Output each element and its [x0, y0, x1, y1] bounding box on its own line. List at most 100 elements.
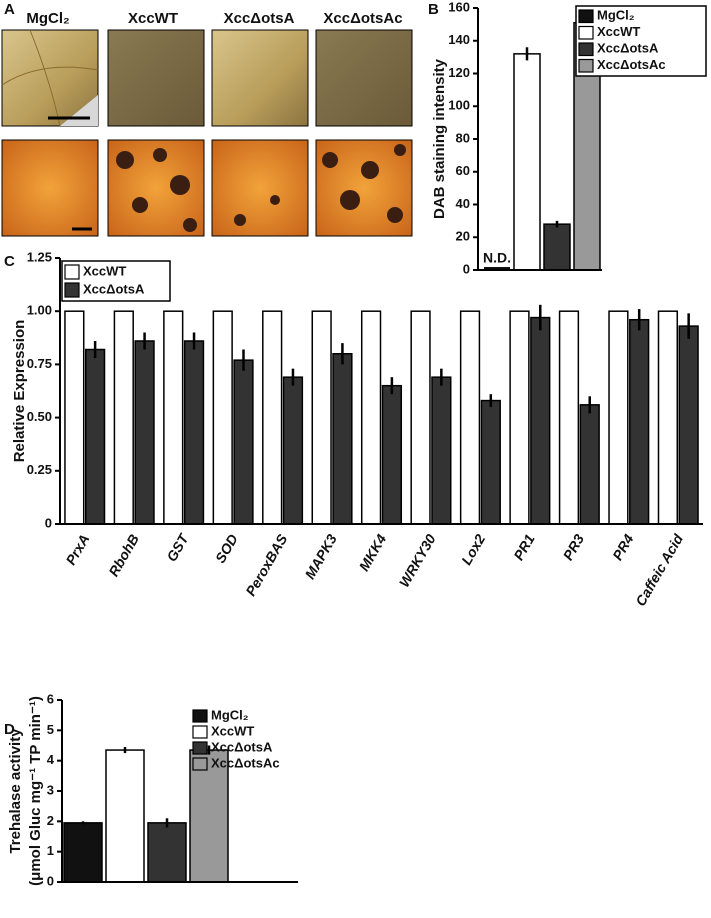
- bar: [431, 376, 452, 525]
- panel-letter: C: [4, 253, 15, 270]
- y-tick-label: 80: [456, 130, 470, 145]
- legend-swatch: [192, 709, 208, 723]
- legend-swatch: [192, 741, 208, 755]
- bar: [629, 318, 650, 525]
- y-axis-label: Relative Expression: [11, 320, 28, 463]
- bar: [360, 310, 382, 525]
- panel-letter: D: [4, 721, 15, 738]
- panel-letter: A: [4, 1, 15, 18]
- y-tick-label: 4: [47, 752, 55, 767]
- column-label: XccΔotsAc: [323, 10, 402, 27]
- y-tick-label: 0.50: [27, 409, 52, 424]
- y-tick-label: 6: [47, 691, 54, 706]
- legend-swatch: [64, 264, 80, 280]
- value-label: N.D.: [483, 250, 511, 266]
- y-tick-label: 1: [47, 843, 54, 858]
- y-tick-label: 0: [47, 873, 54, 888]
- bar: [459, 310, 481, 525]
- bar: [678, 325, 699, 525]
- bar: [163, 310, 184, 525]
- bar: [63, 822, 103, 883]
- bar: [233, 359, 254, 525]
- column-label: XccWT: [128, 10, 178, 27]
- x-tick-label: RbohB: [105, 531, 142, 579]
- bar: [657, 310, 679, 525]
- legend-swatch: [192, 757, 208, 771]
- bar: [105, 749, 145, 883]
- y-tick-label: 140: [448, 32, 470, 47]
- x-tick-label: PR1: [510, 531, 538, 563]
- x-tick-label: GST: [163, 530, 192, 564]
- column-label: MgCl₂: [26, 10, 69, 27]
- bar: [513, 53, 541, 271]
- y-tick-label: 0: [463, 261, 470, 276]
- legend-label: XccΔotsA: [211, 739, 273, 754]
- y-axis-label: Trehalase activity: [7, 728, 24, 854]
- x-tick-label: PrxA: [62, 531, 92, 567]
- y-tick-label: 120: [448, 65, 470, 80]
- x-tick-label: PeroxBAS: [242, 531, 290, 599]
- bar: [579, 404, 600, 525]
- x-tick-label: MAPK3: [301, 531, 339, 582]
- x-tick-label: Caffeic Acid: [632, 531, 686, 609]
- bar: [183, 340, 205, 525]
- y-tick-label: 1.00: [27, 303, 52, 318]
- bar: [530, 316, 551, 525]
- legend-label: XccΔotsA: [83, 281, 145, 296]
- y-tick-label: 5: [47, 722, 54, 737]
- bar: [282, 376, 304, 525]
- y-tick-label: 0: [45, 515, 52, 530]
- y-tick-label: 100: [448, 98, 470, 113]
- bar: [332, 353, 353, 525]
- legend-label: XccWT: [597, 24, 640, 39]
- y-axis-label: DAB staining intensity: [431, 58, 448, 219]
- legend-label: MgCl₂: [597, 8, 635, 23]
- photo-detail: [1, 29, 406, 232]
- bar: [558, 310, 580, 525]
- y-tick-label: 40: [456, 196, 470, 211]
- x-tick-label: WRKY30: [396, 531, 439, 590]
- bar: [134, 340, 155, 525]
- bar: [381, 384, 403, 525]
- bar: [311, 310, 332, 525]
- y-axis-label: (μmol Gluc mg⁻¹ TP min⁻¹): [27, 696, 44, 886]
- legend-label: XccΔotsAc: [211, 755, 280, 770]
- y-tick-label: 0.75: [27, 356, 52, 371]
- y-tick-label: 60: [456, 163, 470, 178]
- legend-label: MgCl₂: [211, 707, 249, 722]
- bar: [262, 310, 283, 525]
- x-tick-label: PR4: [609, 531, 637, 563]
- bar: [147, 822, 187, 883]
- y-tick-label: 20: [456, 229, 470, 244]
- bar: [608, 310, 629, 525]
- x-tick-label: Lox2: [458, 531, 488, 567]
- legend-label: XccWT: [83, 263, 126, 278]
- x-tick-label: MKK4: [356, 531, 390, 574]
- y-tick-label: 160: [448, 0, 470, 14]
- bar: [84, 348, 106, 525]
- legend-label: XccWT: [211, 723, 254, 738]
- y-tick-label: 0.25: [27, 462, 52, 477]
- bar: [509, 310, 530, 525]
- legend-box: [61, 260, 171, 302]
- y-tick-label: 1.25: [27, 249, 52, 264]
- legend-swatch: [192, 725, 208, 739]
- x-tick-label: PR3: [560, 531, 588, 563]
- column-label: XccΔotsA: [224, 10, 295, 27]
- bar: [212, 310, 233, 525]
- legend-swatch: [578, 58, 594, 73]
- bar: [64, 310, 85, 525]
- legend-swatch: [578, 25, 594, 40]
- bar: [543, 223, 571, 271]
- legend-label: XccΔotsAc: [597, 57, 666, 72]
- panel-letter: B: [428, 1, 439, 18]
- legend-label: XccΔotsA: [597, 41, 659, 56]
- y-tick-label: 2: [47, 813, 54, 828]
- bar: [113, 310, 134, 525]
- y-tick-label: 3: [47, 782, 54, 797]
- legend-swatch: [64, 282, 80, 298]
- legend-swatch: [578, 42, 594, 57]
- x-tick-label: SOD: [212, 531, 241, 565]
- nd-marker: [484, 267, 510, 270]
